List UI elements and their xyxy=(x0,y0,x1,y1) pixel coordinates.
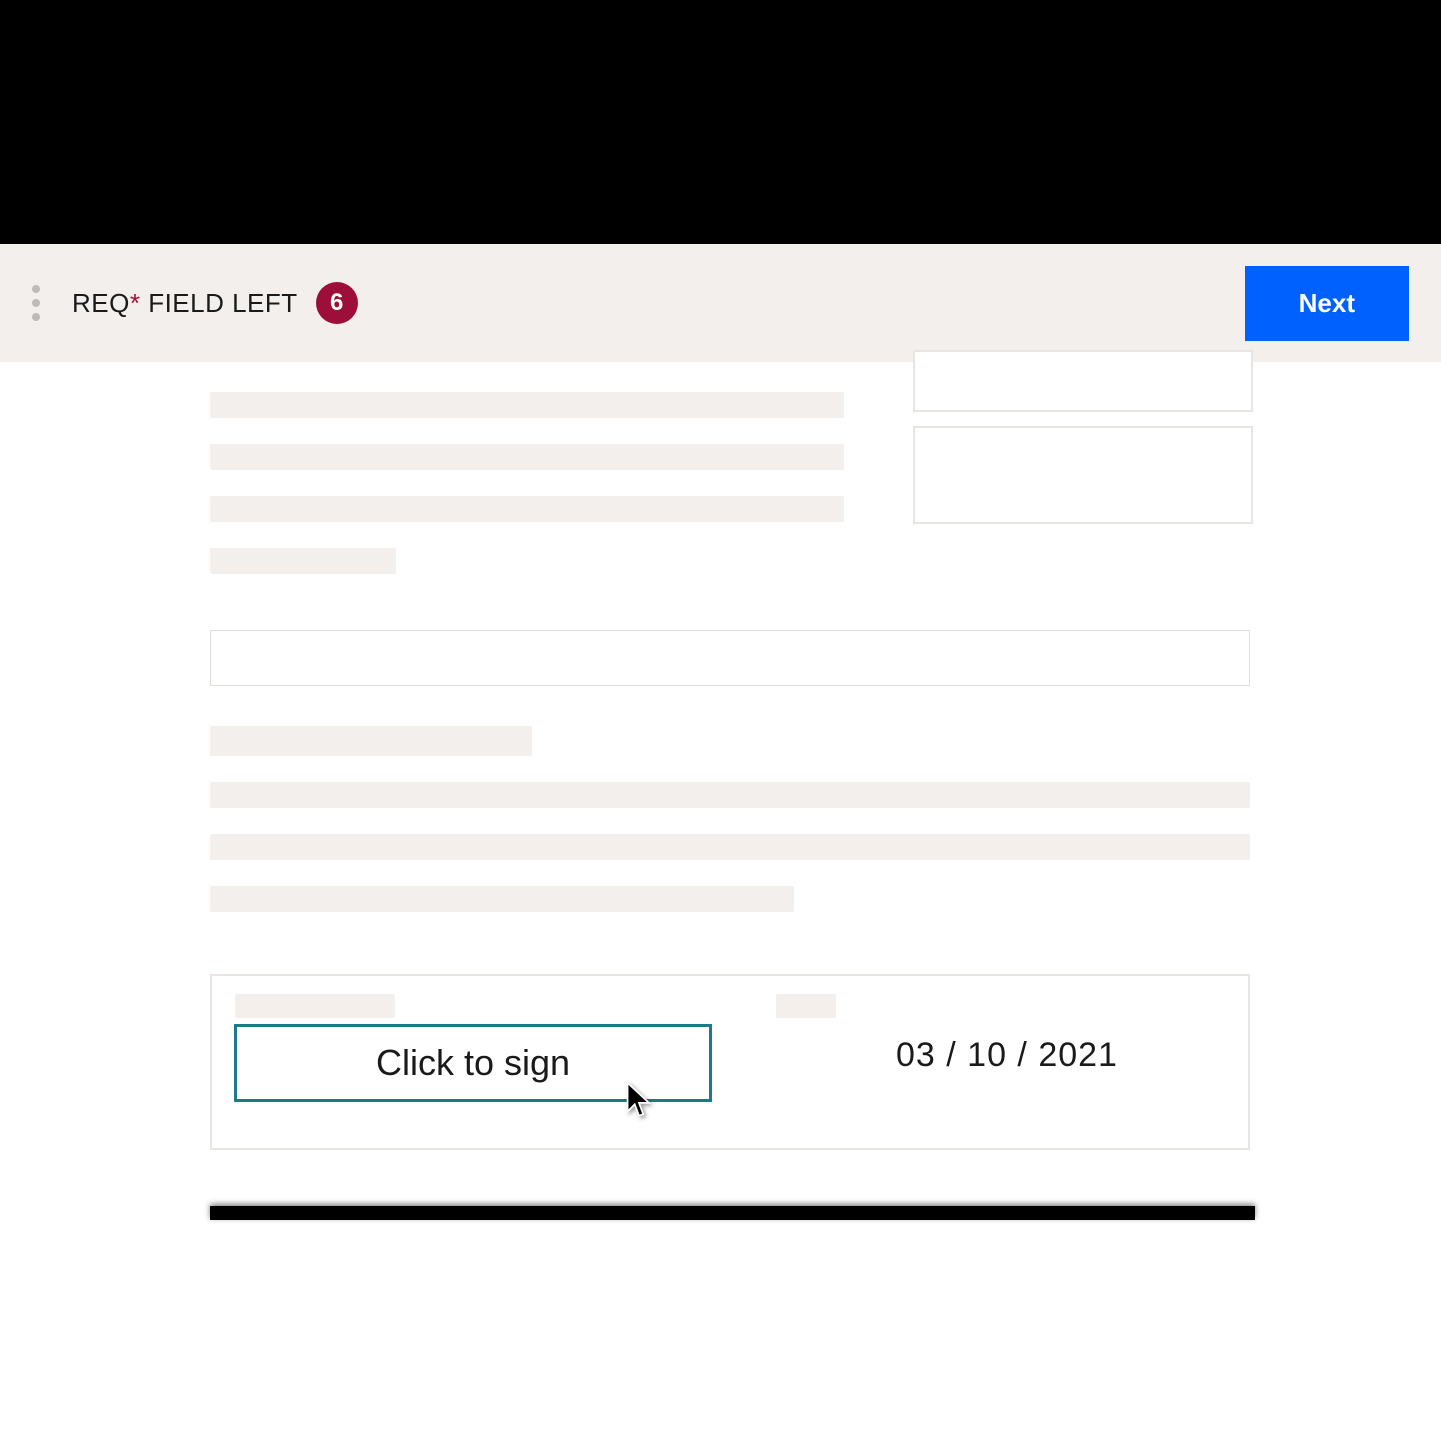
toolbar: REQ* FIELD LEFT 6 Next xyxy=(0,244,1441,362)
required-fields-label: REQ* FIELD LEFT xyxy=(72,288,298,319)
document-area: Click to sign 03 / 10 / 2021 xyxy=(0,362,1441,386)
more-menu-icon[interactable] xyxy=(28,281,44,325)
req-suffix: FIELD LEFT xyxy=(140,288,297,318)
text-placeholder xyxy=(210,886,794,912)
click-to-sign-button[interactable]: Click to sign xyxy=(234,1024,712,1102)
dot xyxy=(32,285,40,293)
required-count-badge: 6 xyxy=(316,282,358,324)
next-button-label: Next xyxy=(1299,288,1355,318)
req-prefix: REQ xyxy=(72,288,130,318)
field-box-small-mid[interactable] xyxy=(913,426,1253,524)
toolbar-left-group: REQ* FIELD LEFT 6 xyxy=(28,281,358,325)
req-asterisk: * xyxy=(130,288,141,318)
signature-label-placeholder xyxy=(235,994,395,1018)
dot xyxy=(32,313,40,321)
text-placeholder xyxy=(210,392,844,418)
required-count-value: 6 xyxy=(330,289,343,317)
signature-date-value: 03 / 10 / 2021 xyxy=(896,1036,1118,1075)
next-button[interactable]: Next xyxy=(1245,266,1409,341)
text-placeholder xyxy=(210,548,396,574)
field-box-small-top[interactable] xyxy=(913,350,1253,412)
window-chrome-bottom xyxy=(210,1206,1255,1220)
dot xyxy=(32,299,40,307)
text-placeholder xyxy=(210,726,532,756)
required-fields-indicator: REQ* FIELD LEFT 6 xyxy=(72,282,358,324)
text-placeholder xyxy=(210,444,844,470)
wide-input-field[interactable] xyxy=(210,630,1250,686)
signature-panel: Click to sign 03 / 10 / 2021 xyxy=(210,974,1250,1150)
text-placeholder xyxy=(210,782,1250,808)
date-label-placeholder xyxy=(776,994,836,1018)
sign-button-label: Click to sign xyxy=(376,1042,570,1084)
window-chrome-top xyxy=(0,0,1441,244)
text-placeholder xyxy=(210,834,1250,860)
text-placeholder xyxy=(210,496,844,522)
